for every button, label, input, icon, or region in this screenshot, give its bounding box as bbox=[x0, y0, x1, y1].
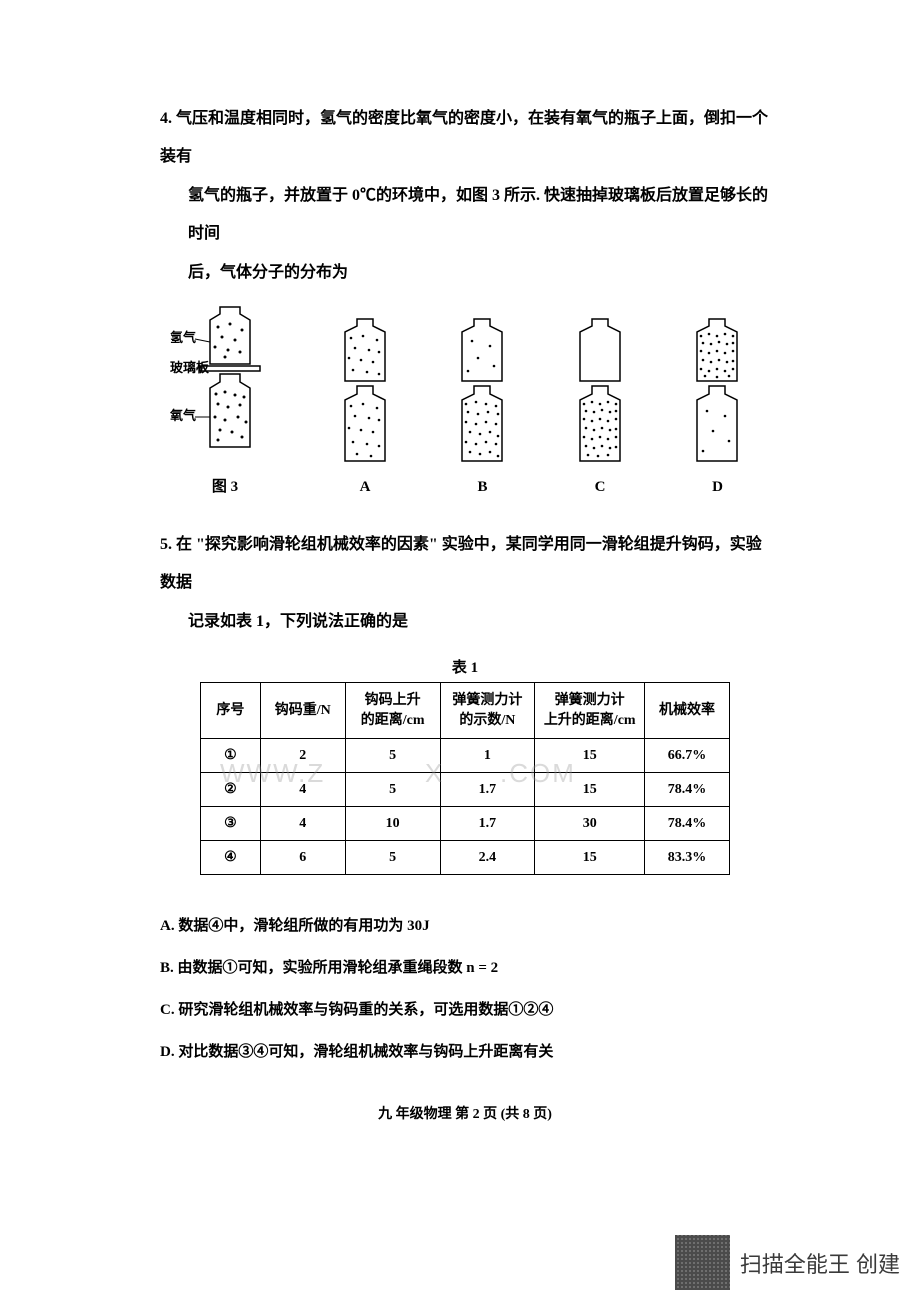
figure-a: A bbox=[333, 316, 398, 496]
table-cell: ③ bbox=[201, 807, 261, 841]
option-a: A. 数据④中，滑轮组所做的有用功为 30J bbox=[160, 905, 770, 947]
table-header-cell: 序号 bbox=[201, 683, 261, 739]
table-cell: 78.4% bbox=[645, 807, 730, 841]
option-c: C. 研究滑轮组机械效率与钩码重的关系，可选用数据①②④ bbox=[160, 989, 770, 1031]
q4-line3: 后，气体分子的分布为 bbox=[160, 254, 770, 292]
bottle-diagram-b bbox=[450, 316, 515, 471]
watermark-url-3: .COM bbox=[500, 758, 576, 789]
figure-label-0: 图 3 bbox=[212, 475, 238, 496]
table-header-cell: 钩码上升的距离/cm bbox=[345, 683, 440, 739]
scanner-watermark: 扫描全能王 创建 bbox=[675, 1235, 900, 1290]
q5-options: A. 数据④中，滑轮组所做的有用功为 30J B. 由数据①可知，实验所用滑轮组… bbox=[160, 905, 770, 1073]
watermark-url-2: X bbox=[425, 758, 444, 789]
watermark-text: 扫描全能王 创建 bbox=[740, 1247, 900, 1279]
q4-line2: 氢气的瓶子，并放置于 0℃的环境中，如图 3 所示. 快速抽掉玻璃板后放置足够长… bbox=[160, 177, 770, 254]
qr-code-icon bbox=[675, 1235, 730, 1290]
table-caption: 表 1 bbox=[160, 656, 770, 677]
table-cell: 83.3% bbox=[645, 841, 730, 875]
q5-line2: 记录如表 1，下列说法正确的是 bbox=[160, 603, 770, 641]
figure-label-1: A bbox=[360, 479, 371, 496]
table-header-cell: 弹簧测力计上升的距离/cm bbox=[535, 683, 645, 739]
q4-line1: 4. 气压和温度相同时，氢气的密度比氧气的密度小，在装有氧气的瓶子上面，倒扣一个… bbox=[160, 100, 770, 177]
table-cell: 5 bbox=[345, 841, 440, 875]
option-d: D. 对比数据③④可知，滑轮组机械效率与钩码上升距离有关 bbox=[160, 1031, 770, 1073]
table-cell: 78.4% bbox=[645, 773, 730, 807]
table-cell: 15 bbox=[535, 841, 645, 875]
table-header-cell: 机械效率 bbox=[645, 683, 730, 739]
watermark-url-1: WWW.Z bbox=[220, 758, 325, 789]
figure-original: 氢气 玻璃板 氧气 图 3 bbox=[170, 302, 280, 496]
table-cell: 66.7% bbox=[645, 739, 730, 773]
q5-line1: 5. 在 "探究影响滑轮组机械效率的因素" 实验中，某同学用同一滑轮组提升钩码，… bbox=[160, 526, 770, 603]
table-cell: 10 bbox=[345, 807, 440, 841]
figure-b: B bbox=[450, 316, 515, 496]
table-cell: 2.4 bbox=[440, 841, 535, 875]
table-header-cell: 弹簧测力计的示数/N bbox=[440, 683, 535, 739]
question-4: 4. 气压和温度相同时，氢气的密度比氧气的密度小，在装有氧气的瓶子上面，倒扣一个… bbox=[160, 100, 770, 496]
figure-d: D bbox=[685, 316, 750, 496]
bottle-diagram-c bbox=[568, 316, 633, 471]
figure-label-2: B bbox=[477, 479, 487, 496]
bottle-diagram-original: 氢气 玻璃板 氧气 bbox=[170, 302, 280, 467]
table-cell: 6 bbox=[260, 841, 345, 875]
table-cell: 1.7 bbox=[440, 807, 535, 841]
figure-label-4: D bbox=[712, 479, 723, 496]
table-cell: 4 bbox=[260, 807, 345, 841]
table-cell: 30 bbox=[535, 807, 645, 841]
table-row: ③4101.73078.4% bbox=[201, 807, 730, 841]
bottle-diagram-a bbox=[333, 316, 398, 471]
option-b: B. 由数据①可知，实验所用滑轮组承重绳段数 n = 2 bbox=[160, 947, 770, 989]
q4-figure-row: 氢气 玻璃板 氧气 图 3 bbox=[170, 302, 770, 496]
question-5: 5. 在 "探究影响滑轮组机械效率的因素" 实验中，某同学用同一滑轮组提升钩码，… bbox=[160, 526, 770, 1073]
table-header-cell: 钩码重/N bbox=[260, 683, 345, 739]
label-hydrogen: 氢气 bbox=[170, 330, 196, 345]
label-oxygen: 氧气 bbox=[170, 408, 196, 423]
table-row: ④652.41583.3% bbox=[201, 841, 730, 875]
page-footer: 九 年级物理 第 2 页 (共 8 页) bbox=[160, 1103, 770, 1123]
bottle-diagram-d bbox=[685, 316, 750, 471]
table-cell: ④ bbox=[201, 841, 261, 875]
figure-c: C bbox=[568, 316, 633, 496]
table-header-row: 序号钩码重/N钩码上升的距离/cm弹簧测力计的示数/N弹簧测力计上升的距离/cm… bbox=[201, 683, 730, 739]
figure-label-3: C bbox=[595, 479, 606, 496]
